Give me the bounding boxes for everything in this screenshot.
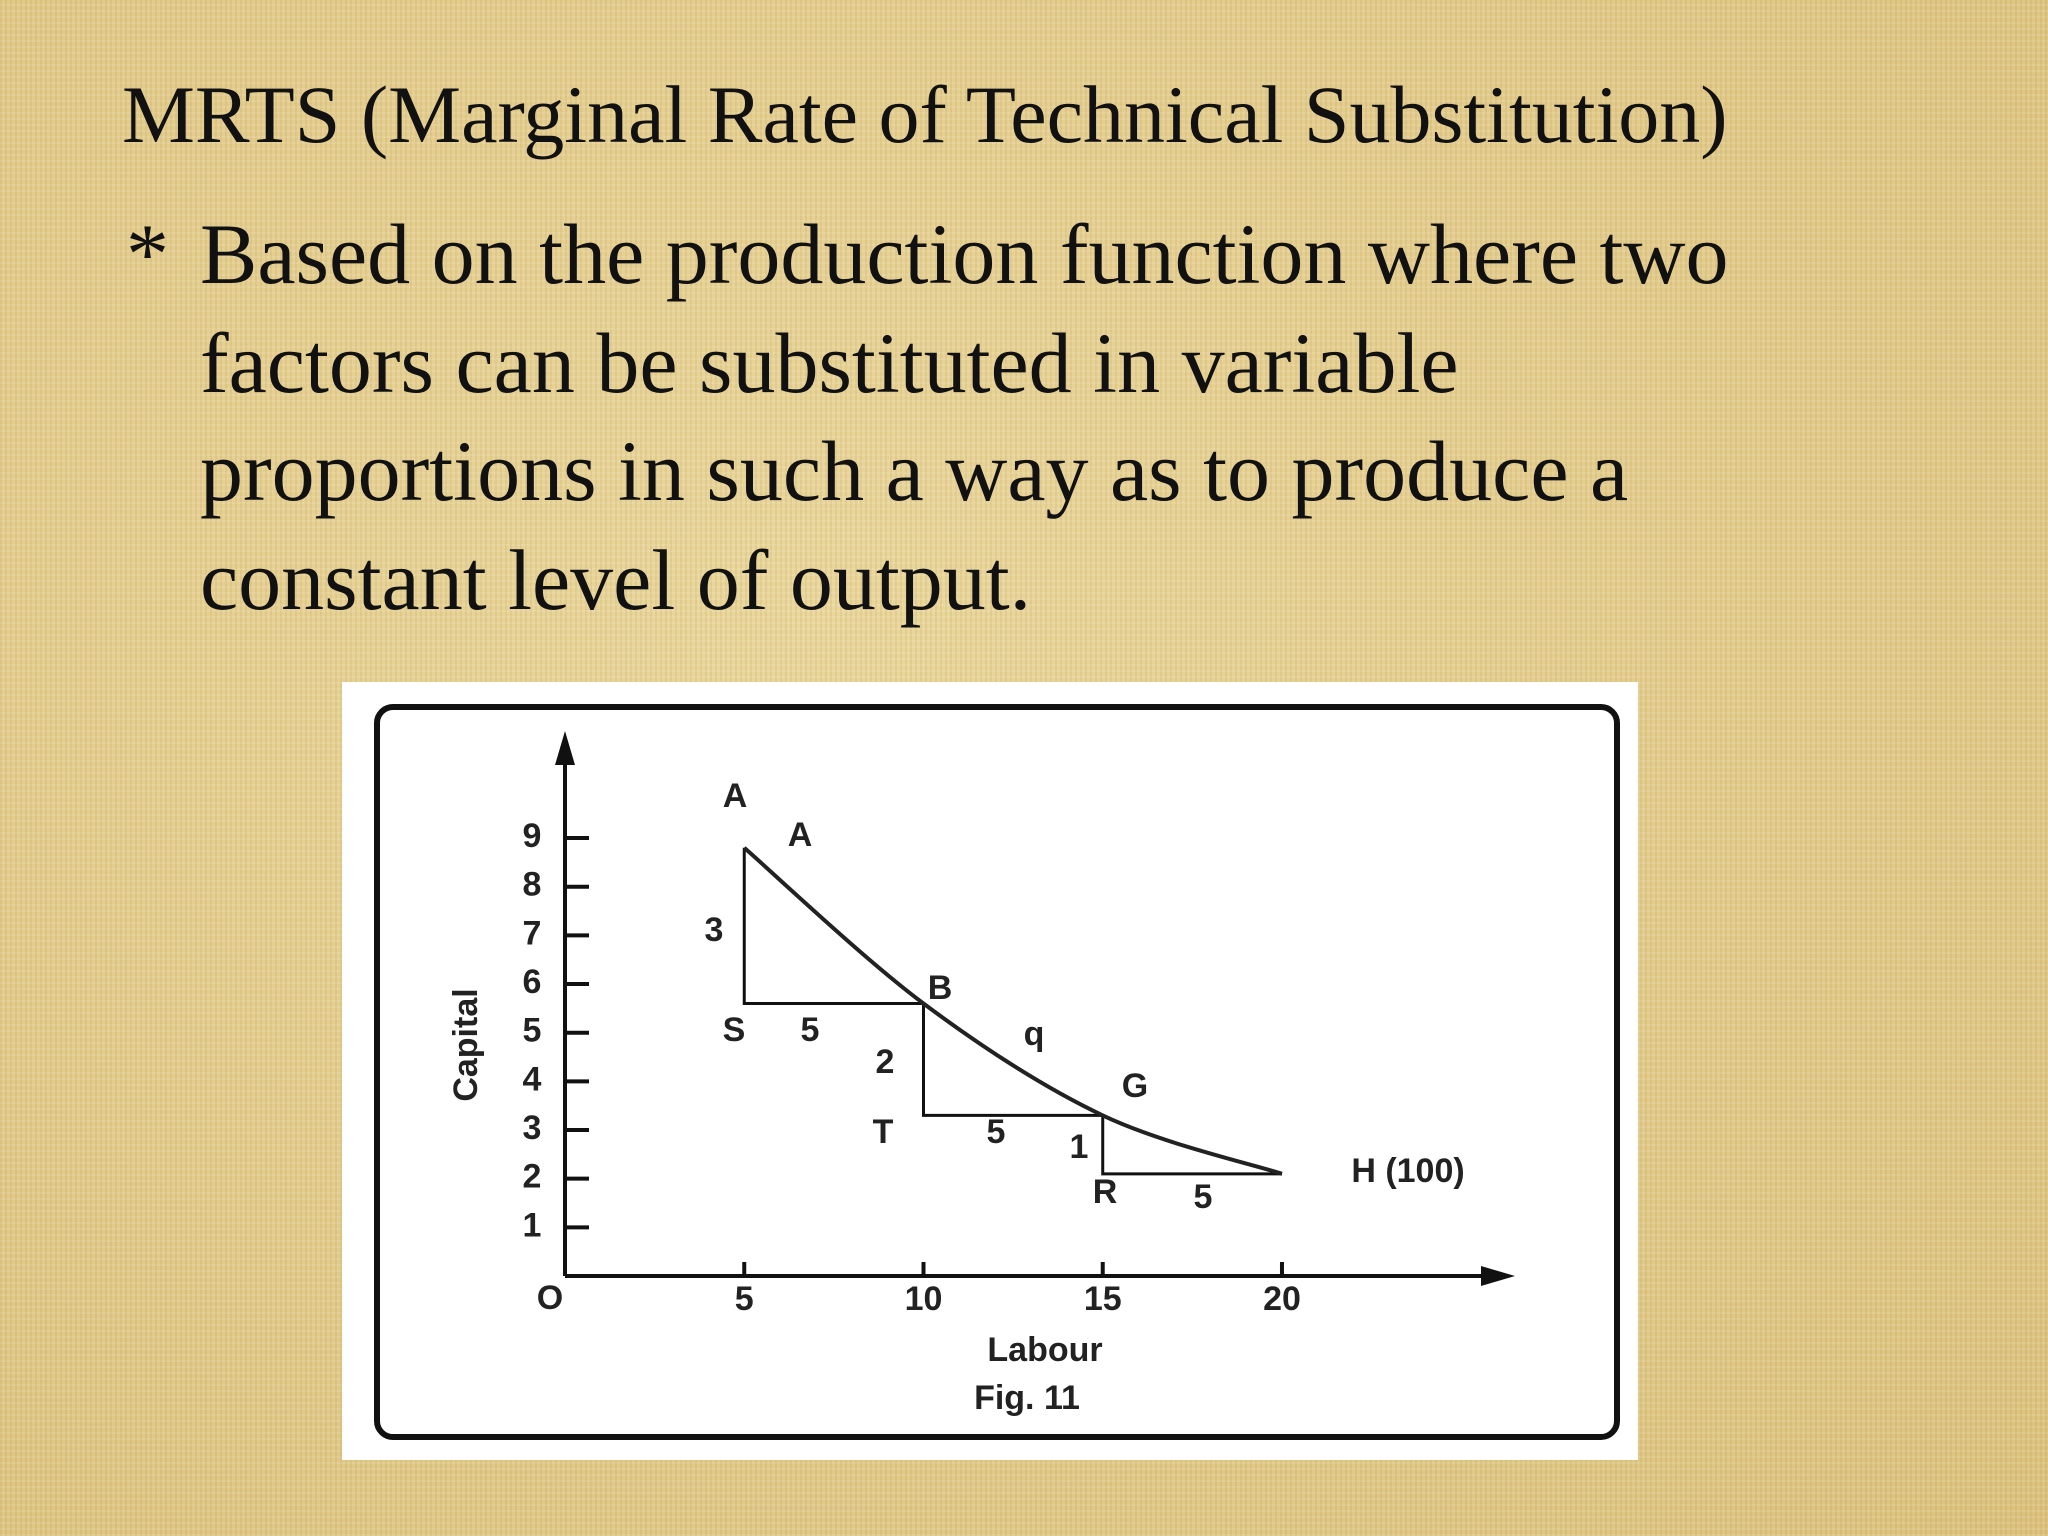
annotation: G xyxy=(1122,1067,1148,1105)
step xyxy=(921,1003,1103,1117)
y-tick-label: 6 xyxy=(523,963,542,1001)
text-line: constant level of output. xyxy=(200,532,1032,628)
annotation: 2 xyxy=(876,1043,895,1081)
step xyxy=(1101,1115,1282,1176)
annotation: A xyxy=(723,777,748,815)
annotation: 5 xyxy=(801,1011,820,1049)
frame xyxy=(374,704,1620,1440)
isoquant xyxy=(742,846,1283,1176)
annotation: 1 xyxy=(1070,1128,1089,1166)
text-line: factors can be substituted in variable xyxy=(200,315,1459,411)
annotation: 3 xyxy=(705,911,724,949)
annotation: 5 xyxy=(987,1113,1006,1151)
annotation: H (100) xyxy=(1351,1152,1464,1190)
x-axis-label: Labour xyxy=(987,1331,1102,1369)
x-arrow xyxy=(1481,1266,1515,1286)
annotation: B xyxy=(928,969,953,1007)
annotation: S xyxy=(723,1011,746,1049)
annotation: A xyxy=(788,816,813,854)
y-tick-label: 7 xyxy=(523,914,542,952)
annotation: 5 xyxy=(1194,1178,1213,1216)
slide-title: MRTS (Marginal Rate of Technical Substit… xyxy=(122,69,1728,160)
text-line: Based on the production function where t… xyxy=(200,206,1729,302)
y-tick-label: 9 xyxy=(523,817,542,855)
x-tick-label: 15 xyxy=(1084,1280,1122,1318)
y-axis-label: Capital xyxy=(447,988,485,1101)
annotation: q xyxy=(1024,1015,1045,1053)
text-line: proportions in such a way as to produce … xyxy=(200,423,1629,519)
bullet: * xyxy=(126,206,169,302)
y-tick-label: 1 xyxy=(523,1206,542,1244)
caption: Fig. 11 xyxy=(974,1379,1080,1417)
step xyxy=(742,847,924,1005)
y-tick-label: 2 xyxy=(523,1158,542,1196)
y-tick-label: 8 xyxy=(523,866,542,904)
y-tick-label: 4 xyxy=(523,1060,542,1098)
x-tick-label: 5 xyxy=(735,1280,754,1318)
annotation: O xyxy=(537,1279,563,1317)
annotation: R xyxy=(1093,1173,1118,1211)
y-tick-label: 5 xyxy=(523,1012,542,1050)
x-tick-label: 20 xyxy=(1263,1280,1301,1318)
annotation: T xyxy=(873,1113,894,1151)
y-tick-label: 3 xyxy=(523,1109,542,1147)
x-tick-label: 10 xyxy=(905,1280,943,1318)
y-arrow xyxy=(555,731,575,765)
